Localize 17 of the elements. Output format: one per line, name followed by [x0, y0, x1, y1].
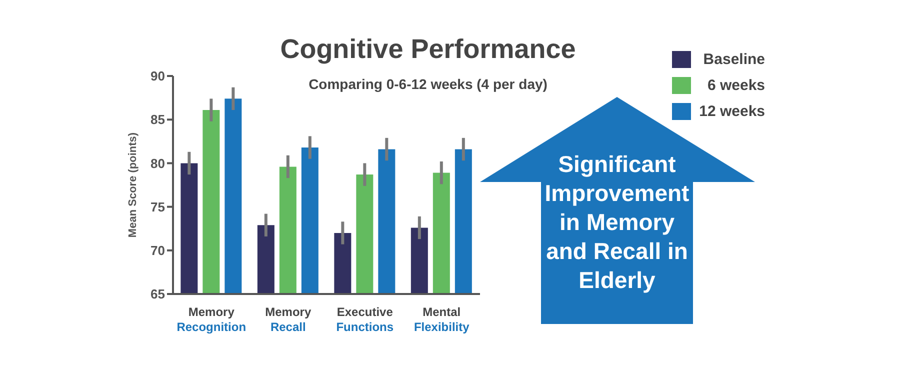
y-tick-label: 75: [150, 199, 165, 214]
y-tick-label: 80: [150, 156, 165, 171]
chart-title: Cognitive Performance: [279, 34, 577, 65]
y-tick-label: 85: [150, 112, 165, 128]
legend-label: 12 weeks: [699, 102, 765, 120]
y-axis-title: Mean Score (points): [126, 132, 139, 238]
x-tick-label: Memory Recall: [265, 305, 312, 334]
legend-label: Baseline: [702, 50, 765, 68]
x-tick-label: Memory Recognition: [176, 305, 246, 334]
chart-subtitle: Comparing 0-6-12 weeks (4 per day): [308, 76, 548, 92]
y-tick-label: 90: [150, 68, 165, 84]
legend-label: 6 weeks: [706, 76, 765, 94]
y-tick-label: 65: [150, 286, 165, 302]
x-tick-label: Executive Functions: [336, 305, 394, 334]
text: Significant Improvement in Memory and Recall in Elderly: [544, 150, 690, 295]
x-tick-label: Mental Flexibility: [414, 305, 470, 334]
y-tick-label: 70: [150, 243, 165, 258]
